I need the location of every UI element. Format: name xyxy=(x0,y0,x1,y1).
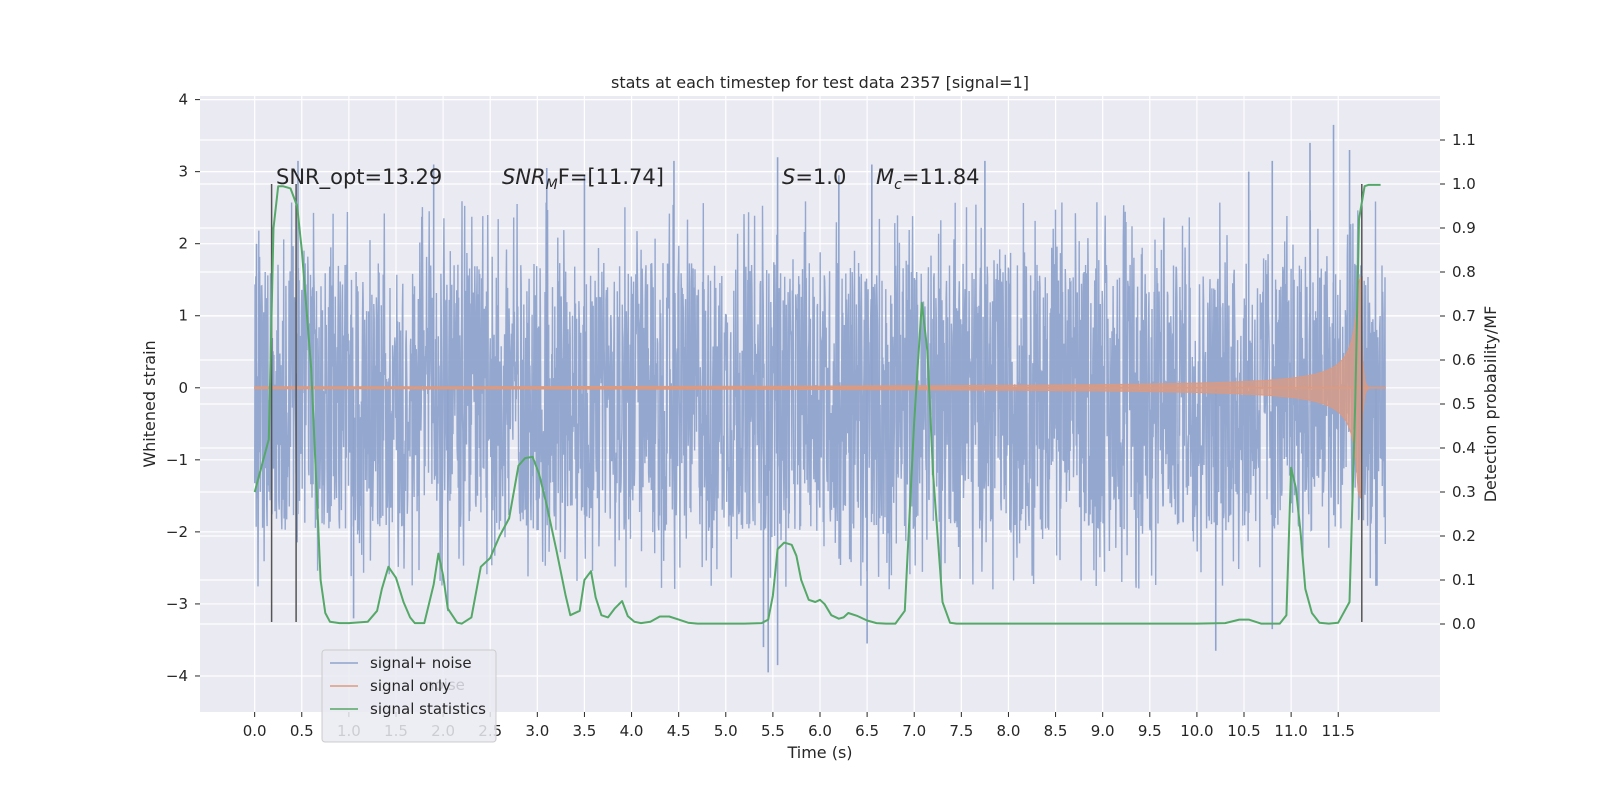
x-tick-label: 9.0 xyxy=(1091,722,1115,740)
annotation-snr-opt: SNR_opt=13.29 xyxy=(276,165,442,190)
legend-label-signal-only: signal only xyxy=(370,677,451,695)
x-tick-label: 9.5 xyxy=(1138,722,1162,740)
annotation-mc-value: =11.84 xyxy=(902,165,980,189)
y-left-tick-label: 0 xyxy=(178,379,188,397)
x-axis-label: Time (s) xyxy=(786,743,852,762)
x-tick-label: 4.5 xyxy=(667,722,691,740)
x-tick-label: 6.0 xyxy=(808,722,832,740)
annotation-mc-subscript: c xyxy=(894,177,902,193)
y-axis-right-label: Detection probability/MF xyxy=(1481,306,1500,503)
y-right-tick-label: 0.1 xyxy=(1452,571,1476,589)
y-right-tick-label: 1.0 xyxy=(1452,175,1476,193)
y-left-tick-label: −1 xyxy=(166,451,188,469)
annotation-mc: Mc=11.84 xyxy=(876,165,980,193)
y-right-tick-label: 0.8 xyxy=(1452,263,1476,281)
y-axis-left-label: Whitened strain xyxy=(140,340,159,467)
x-tick-label: 0.5 xyxy=(290,722,314,740)
y-left-tick-label: 3 xyxy=(178,163,188,181)
x-tick-label: 7.0 xyxy=(902,722,926,740)
chart-title: stats at each timestep for test data 235… xyxy=(611,73,1029,92)
y-right-tick-label: 0.6 xyxy=(1452,351,1476,369)
y-right-tick-label: 0.7 xyxy=(1452,307,1476,325)
x-tick-label: 3.0 xyxy=(525,722,549,740)
x-tick-label: 5.0 xyxy=(714,722,738,740)
annotation-s-value: =1.0 xyxy=(795,165,846,189)
x-tick-label: 10.5 xyxy=(1227,722,1260,740)
y-right-tick-label: 0.5 xyxy=(1452,395,1476,413)
annotation-snr-mf-symbol: SNR xyxy=(502,165,546,189)
y-right-tick-label: 0.2 xyxy=(1452,527,1476,545)
y-right-tick-label: 0.3 xyxy=(1452,483,1476,501)
legend-box xyxy=(321,649,497,743)
y-left-tick-label: −3 xyxy=(166,595,188,613)
y-left-tick-label: 2 xyxy=(178,235,188,253)
x-tick-label: 4.0 xyxy=(620,722,644,740)
y-left-tick-label: −4 xyxy=(166,667,188,685)
x-tick-label: 0.0 xyxy=(243,722,267,740)
series-signal-statistics-line xyxy=(253,183,1381,625)
y-right-tick-label: 0.4 xyxy=(1452,439,1476,457)
annotation-snr-mf-subscript: M xyxy=(546,177,558,193)
legend: noise signal+ noise signal only signal s… xyxy=(321,649,497,743)
annotations: SNR_opt=13.29 SNRMF=[11.74] S=1.0 Mc=11.… xyxy=(276,165,980,193)
x-tick-label: 10.0 xyxy=(1180,722,1213,740)
annotation-s: S=1.0 xyxy=(782,165,846,189)
legend-label-signal-noise: signal+ noise xyxy=(370,654,472,672)
y-right-tick-label: 0.9 xyxy=(1452,219,1476,237)
legend-label-signal-statistics: signal statistics xyxy=(370,700,486,718)
y-left-tick-label: 4 xyxy=(178,91,188,109)
x-tick-label: 11.5 xyxy=(1322,722,1355,740)
annotation-snr-mf: SNRMF=[11.74] xyxy=(502,165,664,193)
annotation-mc-symbol: M xyxy=(876,165,894,189)
legend-ghost-text: noise xyxy=(425,676,465,694)
data-layer xyxy=(253,124,1386,673)
x-tick-label: 5.5 xyxy=(761,722,785,740)
y-left-tick-label: 1 xyxy=(178,307,188,325)
y-right-tick-label: 0.0 xyxy=(1452,615,1476,633)
x-tick-label: 11.0 xyxy=(1274,722,1307,740)
x-tick-label: 3.5 xyxy=(573,722,597,740)
x-tick-label: 7.5 xyxy=(949,722,973,740)
x-tick-label: 6.5 xyxy=(855,722,879,740)
annotation-snr-mf-value: F=[11.74] xyxy=(558,165,664,189)
x-tick-label: 8.5 xyxy=(1044,722,1068,740)
y-right-tick-label: 1.1 xyxy=(1452,131,1476,149)
series-signal-noise-line xyxy=(254,201,1386,590)
x-tick-label: 8.0 xyxy=(997,722,1021,740)
annotation-s-symbol: S xyxy=(782,165,795,189)
y-left-tick-label: −2 xyxy=(166,523,188,541)
